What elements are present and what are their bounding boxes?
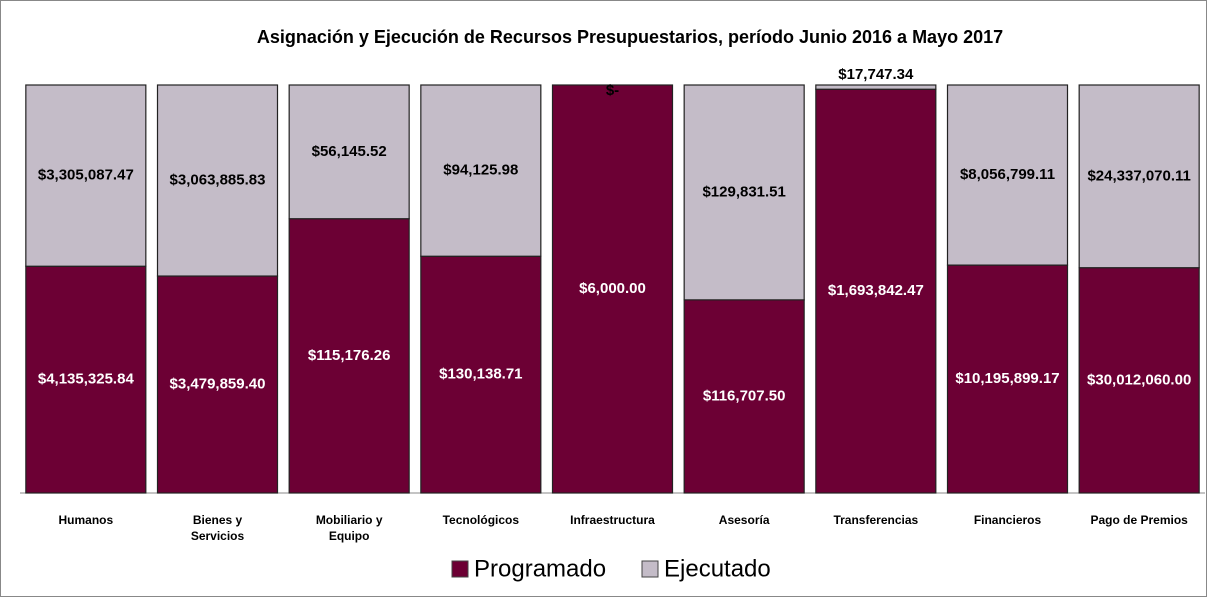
- x-tick-label: Mobiliario y Equipo: [315, 513, 383, 543]
- bar-segment: [1078, 267, 1200, 494]
- bar-segment: [683, 84, 805, 301]
- x-tick-label: Asesoría: [718, 513, 770, 527]
- data-label: $30,012,060.00: [1087, 371, 1191, 388]
- bar-segment: [288, 84, 410, 220]
- x-tick-label: Financieros: [973, 513, 1042, 527]
- data-label: $10,195,899.17: [955, 370, 1059, 387]
- legend-label: Programado: [474, 555, 606, 582]
- data-label: $116,707.50: [703, 387, 786, 404]
- data-label: $3,063,885.83: [170, 171, 266, 188]
- data-label: $94,125.98: [443, 162, 518, 179]
- bar-segment: [25, 265, 147, 494]
- bar-segment: [25, 84, 147, 267]
- x-tick-label: Bienes y Servicios: [190, 513, 245, 543]
- data-label: $8,056,799.11: [960, 166, 1055, 183]
- data-label: $3,305,087.47: [38, 167, 134, 184]
- data-label: $3,479,859.40: [170, 375, 266, 392]
- x-tick-label: Humanos: [58, 513, 114, 527]
- data-label: $4,135,325.84: [38, 371, 135, 388]
- x-tick-label: Transferencias: [833, 513, 919, 527]
- x-tick-label: Infraestructura: [570, 513, 655, 527]
- data-label: $115,176.26: [308, 347, 391, 364]
- bar-segment: [683, 299, 805, 494]
- bar-segment: [420, 255, 542, 494]
- data-label: $130,138.71: [439, 366, 522, 383]
- x-tick-label: Tecnológicos: [442, 513, 520, 527]
- data-label: $17,747.34: [838, 66, 914, 83]
- bar-segment: [946, 84, 1069, 266]
- legend-swatch: [641, 560, 659, 578]
- data-label: $56,145.52: [312, 143, 387, 160]
- data-label: $129,831.51: [702, 183, 785, 200]
- legend-swatch: [451, 560, 469, 578]
- bar-segment: [551, 84, 674, 494]
- data-label: $24,337,070.11: [1087, 167, 1190, 184]
- data-label: $6,000.00: [579, 280, 646, 297]
- legend-label: Ejecutado: [664, 555, 771, 582]
- bar-segment: [815, 88, 937, 494]
- data-label: $1,693,842.47: [828, 282, 924, 299]
- bar-segment: [815, 84, 937, 90]
- bar-segment: [420, 84, 542, 257]
- x-tick-label: Pago de Premios: [1090, 513, 1188, 527]
- bar-segment: [156, 84, 279, 277]
- data-label: $-: [606, 82, 619, 99]
- bar-segment: [288, 218, 410, 494]
- chart-title: Asignación y Ejecución de Recursos Presu…: [257, 27, 1003, 47]
- bar-segment: [1078, 84, 1200, 269]
- bar-segment: [156, 275, 279, 494]
- bar-segment: [946, 264, 1069, 494]
